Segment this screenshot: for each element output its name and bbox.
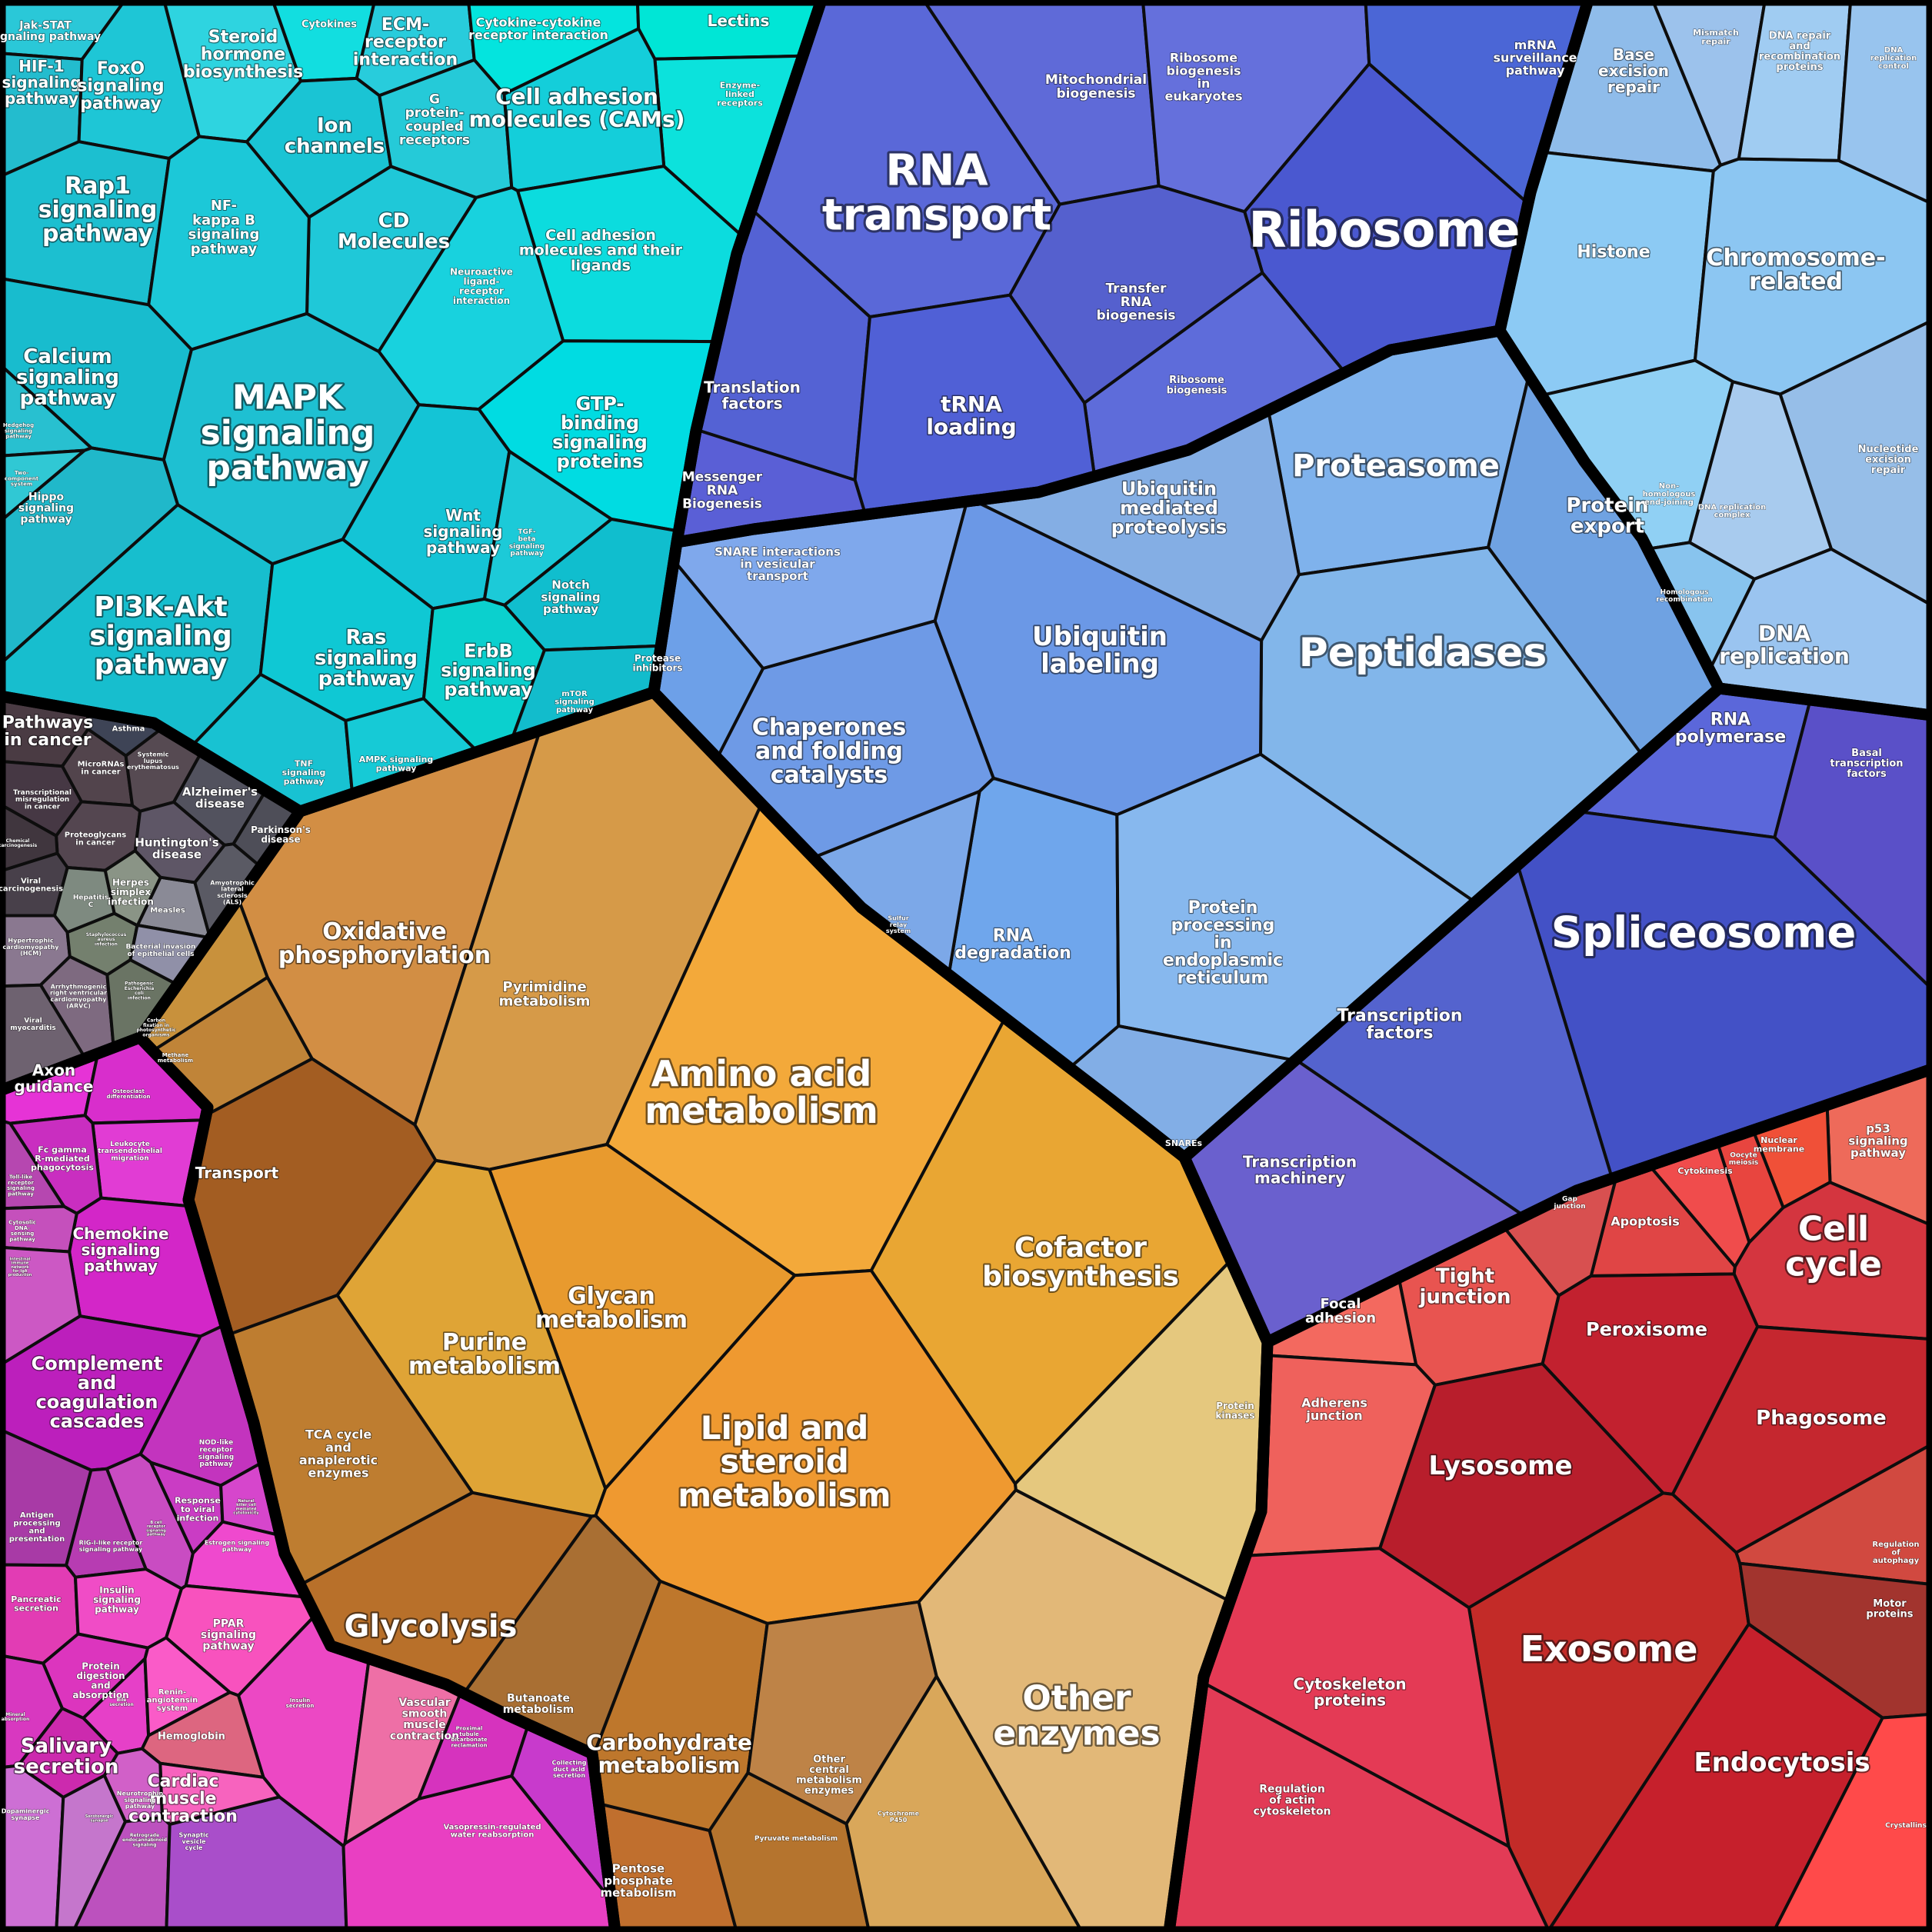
cell-rap1-signaling-pathway[interactable] bbox=[0, 140, 171, 307]
cell-dopaminergic-synapse[interactable] bbox=[0, 1764, 65, 1932]
cell-cytosolic-dna-sensing-pathway[interactable] bbox=[0, 1204, 78, 1254]
cell-crystallins[interactable] bbox=[1771, 1712, 1932, 1932]
cell-lectins[interactable] bbox=[635, 0, 823, 61]
cluster-border-immune-organismal bbox=[0, 1031, 621, 1932]
cluster-border-cellular-processes bbox=[1163, 1063, 1932, 1932]
cell-two-component-system[interactable] bbox=[0, 448, 86, 524]
cluster-border-dna-chromosome bbox=[1494, 0, 1932, 721]
cell-dna-replication-control[interactable] bbox=[1837, 0, 1932, 205]
